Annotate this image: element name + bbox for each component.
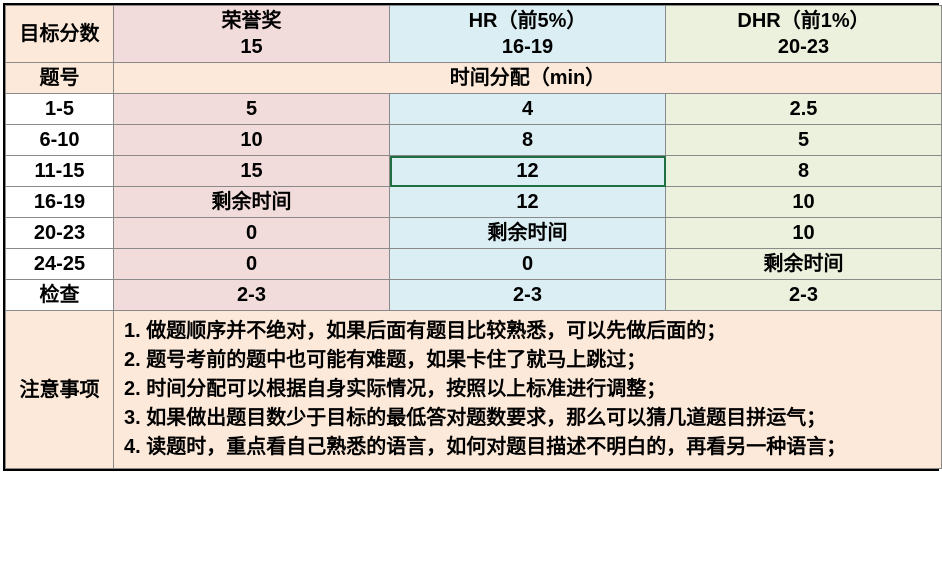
q-cell: 检查 <box>6 280 114 311</box>
time-allocation-header: 时间分配（min） <box>114 63 942 94</box>
time-header-row: 题号 时间分配（min） <box>6 63 942 94</box>
hr-title: HR（前5%） <box>394 8 661 34</box>
notes-line: 2. 题号考前的题中也可能有难题，如果卡住了就马上跳过； <box>124 346 931 375</box>
table-row: 20-23 0 剩余时间 10 <box>6 218 942 249</box>
col-header-hr: HR（前5%） 16-19 <box>390 6 666 63</box>
table-row: 检查 2-3 2-3 2-3 <box>6 280 942 311</box>
notes-line: 3. 如果做出题目数少于目标的最低答对题数要求，那么可以猜几道题目拼运气； <box>124 404 931 433</box>
dhr-cell[interactable]: 8 <box>666 156 942 187</box>
notes-line: 1. 做题顺序并不绝对，如果后面有题目比较熟悉，可以先做后面的； <box>124 317 931 346</box>
hr-cell[interactable]: 4 <box>390 94 666 125</box>
q-cell: 1-5 <box>6 94 114 125</box>
table-row: 1-5 5 4 2.5 <box>6 94 942 125</box>
dhr-title: DHR（前1%） <box>670 8 937 34</box>
hr-cell[interactable]: 8 <box>390 125 666 156</box>
dhr-cell[interactable]: 2-3 <box>666 280 942 311</box>
honor-cell[interactable]: 2-3 <box>114 280 390 311</box>
q-cell: 24-25 <box>6 249 114 280</box>
honor-cell[interactable]: 5 <box>114 94 390 125</box>
honor-cell[interactable]: 0 <box>114 218 390 249</box>
honor-cell[interactable]: 10 <box>114 125 390 156</box>
time-allocation-table: 目标分数 荣誉奖 15 HR（前5%） 16-19 DHR（前1%） 20-23… <box>3 3 939 471</box>
table-row: 6-10 10 8 5 <box>6 125 942 156</box>
dhr-cell[interactable]: 10 <box>666 187 942 218</box>
notes-label: 注意事项 <box>6 311 114 469</box>
honor-cell[interactable]: 15 <box>114 156 390 187</box>
hr-cell[interactable]: 剩余时间 <box>390 218 666 249</box>
header-row: 目标分数 荣誉奖 15 HR（前5%） 16-19 DHR（前1%） 20-23 <box>6 6 942 63</box>
question-label: 题号 <box>6 63 114 94</box>
dhr-range: 20-23 <box>670 34 937 60</box>
table-row: 16-19 剩余时间 12 10 <box>6 187 942 218</box>
hr-cell[interactable]: 12 <box>390 187 666 218</box>
table-row: 24-25 0 0 剩余时间 <box>6 249 942 280</box>
col-header-dhr: DHR（前1%） 20-23 <box>666 6 942 63</box>
dhr-cell[interactable]: 2.5 <box>666 94 942 125</box>
target-score-label: 目标分数 <box>6 6 114 63</box>
table: 目标分数 荣誉奖 15 HR（前5%） 16-19 DHR（前1%） 20-23… <box>5 5 942 469</box>
q-cell: 11-15 <box>6 156 114 187</box>
notes-line: 4. 读题时，重点看自己熟悉的语言，如何对题目描述不明白的，再看另一种语言； <box>124 433 931 462</box>
honor-range: 15 <box>118 34 385 60</box>
notes-body: 1. 做题顺序并不绝对，如果后面有题目比较熟悉，可以先做后面的； 2. 题号考前… <box>114 311 942 469</box>
hr-cell[interactable]: 2-3 <box>390 280 666 311</box>
notes-row: 注意事项 1. 做题顺序并不绝对，如果后面有题目比较熟悉，可以先做后面的； 2.… <box>6 311 942 469</box>
notes-line: 2. 时间分配可以根据自身实际情况，按照以上标准进行调整； <box>124 375 931 404</box>
dhr-cell[interactable]: 10 <box>666 218 942 249</box>
honor-cell[interactable]: 剩余时间 <box>114 187 390 218</box>
col-header-honor: 荣誉奖 15 <box>114 6 390 63</box>
honor-cell[interactable]: 0 <box>114 249 390 280</box>
hr-cell[interactable]: 0 <box>390 249 666 280</box>
dhr-cell[interactable]: 5 <box>666 125 942 156</box>
hr-cell-selected[interactable]: 12 <box>390 156 666 187</box>
honor-title: 荣誉奖 <box>118 8 385 34</box>
q-cell: 6-10 <box>6 125 114 156</box>
table-row: 11-15 15 12 8 <box>6 156 942 187</box>
dhr-cell[interactable]: 剩余时间 <box>666 249 942 280</box>
q-cell: 16-19 <box>6 187 114 218</box>
hr-range: 16-19 <box>394 34 661 60</box>
q-cell: 20-23 <box>6 218 114 249</box>
